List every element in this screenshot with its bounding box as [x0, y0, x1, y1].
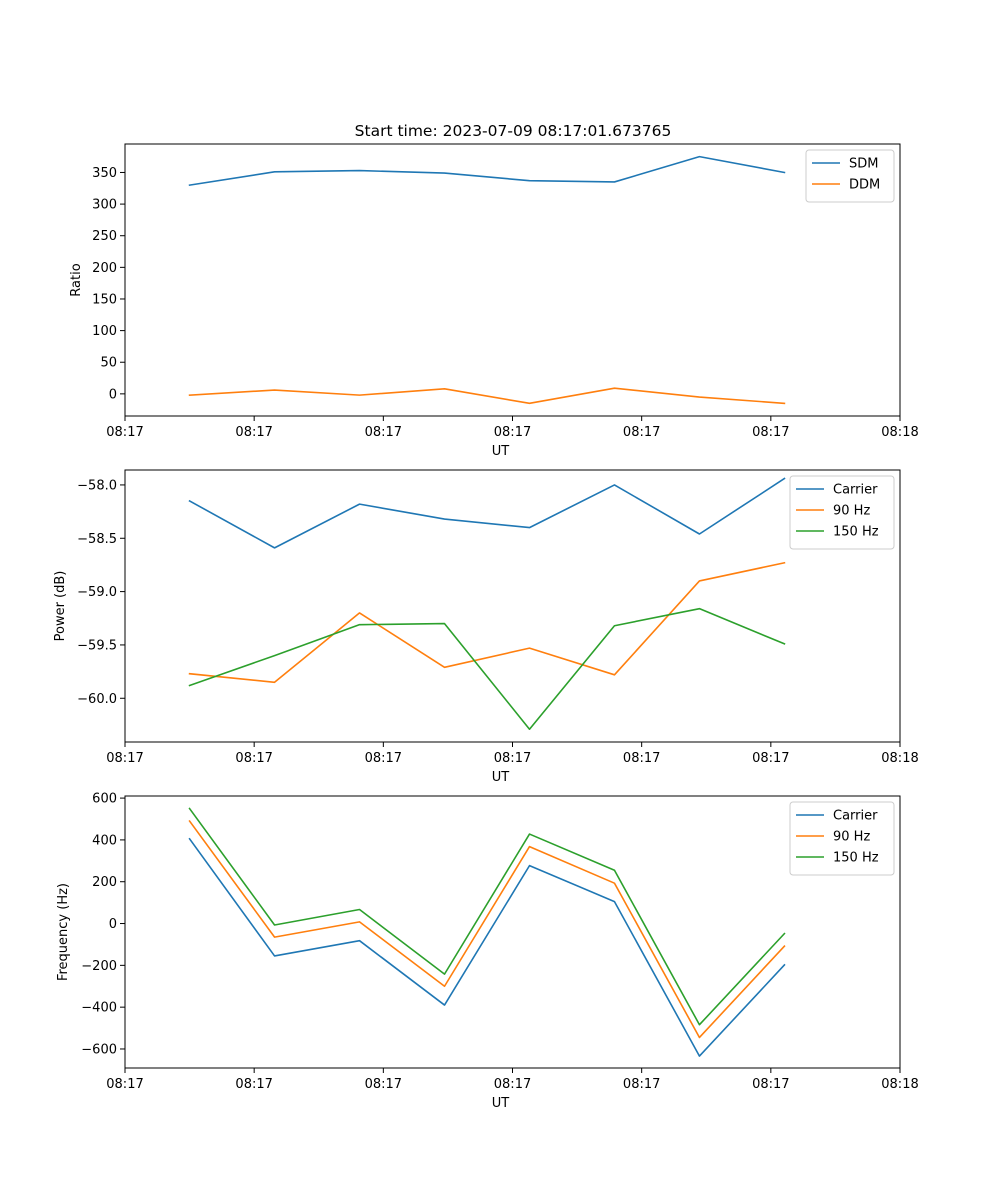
y-tick-label: 100: [92, 324, 117, 339]
y-axis-label: Frequency (Hz): [56, 883, 71, 981]
subplot-1: 08:17 08:17 08:17 08:17 08:17 08:17 08:18 0 50 10…: [69, 143, 919, 459]
series-line-ddm: [188, 387, 786, 405]
x-axis-label: UT: [492, 1096, 510, 1111]
series-line-150-hz: [188, 807, 786, 1026]
legend-label: 150 Hz: [833, 525, 879, 540]
x-tick-label: 08:18: [881, 751, 918, 766]
y-tick-label: 0: [109, 387, 117, 402]
y-tick-label: 300: [92, 198, 117, 213]
subplot-2: 08:17 08:17 08:17 08:17 08:17 08:17 08:18 −60.0…: [53, 469, 919, 785]
y-tick-label: −600: [81, 1042, 117, 1057]
y-tick-label: 350: [92, 166, 117, 181]
legend: SDM DDM: [805, 149, 895, 203]
legend-label: 150 Hz: [833, 851, 879, 866]
y-axis-label: Ratio: [69, 263, 84, 296]
x-tick-label: 08:17: [623, 751, 660, 766]
x-tick-label: 08:17: [494, 751, 531, 766]
legend: Carrier 90 Hz 150 Hz: [789, 801, 895, 876]
x-tick-label: 08:17: [106, 751, 143, 766]
x-tick-label: 08:17: [106, 1077, 143, 1092]
x-tick-label: 08:17: [106, 425, 143, 440]
y-axis-label: Power (dB): [53, 571, 68, 642]
axes-frame: [124, 469, 901, 743]
legend-label: Carrier: [833, 483, 878, 498]
x-tick-label: 08:17: [494, 1077, 531, 1092]
x-tick-label: 08:17: [623, 425, 660, 440]
y-tick-label: −200: [81, 959, 117, 974]
y-tick-label: 200: [92, 875, 117, 890]
axes-frame: [124, 143, 901, 417]
series-line-carrier: [188, 477, 786, 549]
series-line-90-hz: [188, 819, 786, 1039]
x-tick-label: 08:17: [235, 425, 272, 440]
y-tick-label: 600: [92, 792, 117, 807]
axes-frame: [124, 795, 901, 1069]
x-tick-label: 08:18: [881, 425, 918, 440]
y-tick-label: −60.0: [77, 692, 117, 707]
legend-label: SDM: [849, 157, 878, 172]
y-tick-label: 200: [92, 261, 117, 276]
x-tick-label: 08:17: [623, 1077, 660, 1092]
x-tick-label: 08:17: [235, 1077, 272, 1092]
y-tick-label: −59.5: [77, 638, 117, 653]
plots: 08:17 08:17 08:17 08:17 08:17 08:17 08:18 0 50 10…: [53, 143, 919, 1111]
series-line-150-hz: [188, 607, 786, 731]
y-tick-label: 0: [109, 917, 117, 932]
x-tick-label: 08:18: [881, 1077, 918, 1092]
x-tick-label: 08:17: [752, 751, 789, 766]
y-tick-label: 400: [92, 833, 117, 848]
chart-title: Start time: 2023-07-09 08:17:01.673765: [355, 122, 672, 140]
x-tick-label: 08:17: [365, 425, 402, 440]
legend: Carrier 90 Hz 150 Hz: [789, 475, 895, 550]
x-tick-label: 08:17: [365, 751, 402, 766]
y-tick-label: −58.5: [77, 532, 117, 547]
series-line-carrier: [188, 837, 786, 1057]
y-tick-label: −58.0: [77, 478, 117, 493]
legend-label: DDM: [849, 178, 880, 193]
y-tick-label: 150: [92, 292, 117, 307]
subplot-3: 08:17 08:17 08:17 08:17 08:17 08:17 08:18 −600 −…: [56, 792, 919, 1111]
legend-label: 90 Hz: [833, 504, 870, 519]
series-line-90-hz: [188, 561, 786, 684]
x-tick-label: 08:17: [752, 425, 789, 440]
x-tick-label: 08:17: [235, 751, 272, 766]
y-tick-label: −400: [81, 1001, 117, 1016]
series-line-sdm: [188, 155, 786, 187]
y-tick-label: 50: [100, 356, 117, 371]
y-tick-label: −59.0: [77, 585, 117, 600]
x-tick-label: 08:17: [752, 1077, 789, 1092]
x-axis-label: UT: [492, 770, 510, 785]
legend-label: 90 Hz: [833, 830, 870, 845]
y-tick-label: 250: [92, 229, 117, 244]
legend-label: Carrier: [833, 809, 878, 824]
x-axis-label: UT: [492, 444, 510, 459]
x-tick-label: 08:17: [494, 425, 531, 440]
x-tick-label: 08:17: [365, 1077, 402, 1092]
